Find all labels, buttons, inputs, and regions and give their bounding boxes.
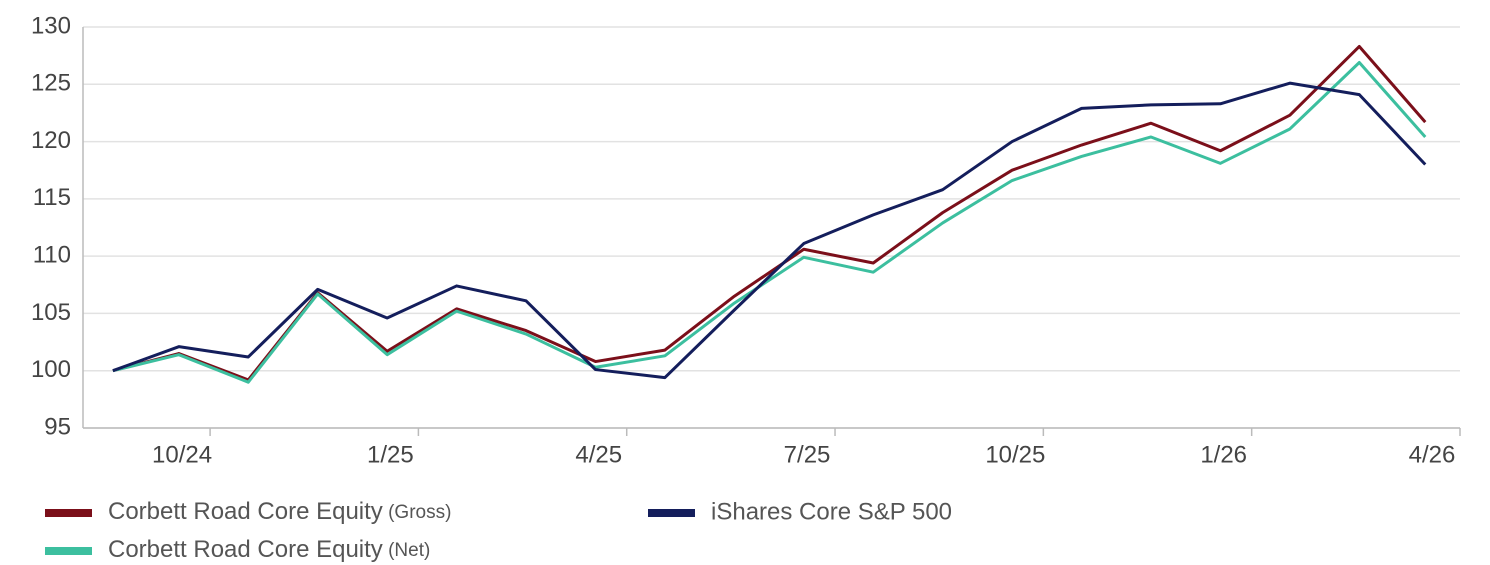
y-tick-label: 95 <box>44 413 71 440</box>
legend-label: Corbett Road Core Equity (Gross) <box>108 498 451 525</box>
x-tick-label: 10/24 <box>152 441 212 468</box>
x-tick-label: 4/26 <box>1409 441 1456 468</box>
x-tick-label: 4/25 <box>575 441 622 468</box>
legend-swatch <box>45 509 92 517</box>
y-tick-label: 100 <box>31 356 71 383</box>
x-tick-label: 7/25 <box>784 441 831 468</box>
legend-label: iShares Core S&P 500 <box>711 498 952 525</box>
y-tick-label: 125 <box>31 70 71 97</box>
legend-label: Corbett Road Core Equity (Net) <box>108 536 430 563</box>
x-tick-label: 1/25 <box>367 441 414 468</box>
y-tick-label: 130 <box>31 12 71 39</box>
y-tick-label: 105 <box>31 299 71 326</box>
y-tick-label: 120 <box>31 127 71 154</box>
x-tick-label: 10/25 <box>985 441 1045 468</box>
series-line <box>112 61 1427 384</box>
series-line <box>112 81 1427 380</box>
legend-swatch <box>45 547 92 555</box>
y-tick-label: 115 <box>33 184 71 211</box>
legend-swatch <box>648 509 695 517</box>
series-line <box>112 44 1427 382</box>
y-tick-label: 110 <box>33 241 71 268</box>
x-tick-label: 1/26 <box>1200 441 1247 468</box>
